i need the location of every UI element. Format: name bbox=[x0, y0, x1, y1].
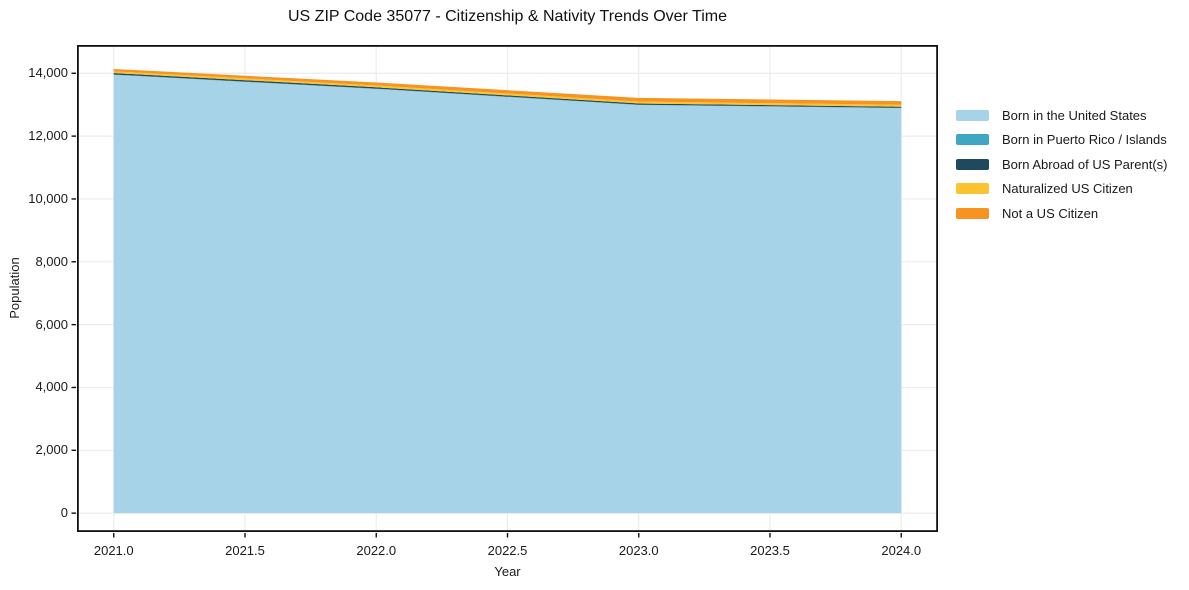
x-tick-label: 2021.5 bbox=[225, 543, 265, 558]
legend-swatch-icon bbox=[956, 134, 989, 146]
chart-title: US ZIP Code 35077 - Citizenship & Nativi… bbox=[288, 8, 727, 25]
x-tick-label: 2021.0 bbox=[93, 543, 134, 558]
x-tick-label: 2022.0 bbox=[356, 543, 397, 558]
y-tick-label: 6,000 bbox=[35, 316, 68, 332]
legend-swatch-icon bbox=[956, 183, 989, 195]
legend-item: Born in Puerto Rico / Islands bbox=[956, 128, 1167, 153]
y-tick-label: 0 bbox=[60, 505, 68, 521]
x-tick-label: 2024.0 bbox=[881, 543, 922, 558]
legend-swatch-icon bbox=[956, 109, 989, 121]
legend: Born in the United States Born in Puerto … bbox=[956, 103, 1167, 226]
stacked-area-canvas bbox=[71, 44, 939, 538]
legend-item: Born Abroad of US Parent(s) bbox=[956, 152, 1167, 177]
x-tick-label: 2023.5 bbox=[750, 543, 790, 558]
y-tick-label: 14,000 bbox=[28, 65, 68, 81]
plot-border bbox=[76, 44, 939, 533]
area-series-0 bbox=[113, 74, 902, 514]
area-series-4 bbox=[113, 68, 902, 105]
y-tick-label: 4,000 bbox=[35, 379, 68, 395]
plot-area bbox=[71, 44, 939, 538]
x-tick-label: 2022.5 bbox=[487, 543, 528, 558]
legend-label: Born in the United States bbox=[1002, 107, 1147, 123]
y-tick-label: 12,000 bbox=[28, 128, 68, 144]
y-tick-label: 2,000 bbox=[35, 442, 68, 458]
legend-label: Naturalized US Citizen bbox=[1002, 181, 1133, 197]
y-tick-label: 10,000 bbox=[28, 190, 68, 206]
legend-item: Not a US Citizen bbox=[956, 201, 1167, 226]
legend-swatch-icon bbox=[956, 207, 989, 219]
legend-label: Born Abroad of US Parent(s) bbox=[1002, 156, 1168, 172]
y-tick-label: 8,000 bbox=[35, 253, 68, 269]
legend-item: Naturalized US Citizen bbox=[956, 177, 1167, 202]
legend-label: Not a US Citizen bbox=[1002, 205, 1099, 221]
legend-label: Born in Puerto Rico / Islands bbox=[1002, 132, 1167, 148]
legend-item: Born in the United States bbox=[956, 103, 1167, 128]
y-axis-title: Population bbox=[7, 257, 22, 319]
x-axis-title: Year bbox=[494, 564, 521, 579]
legend-swatch-icon bbox=[956, 158, 989, 170]
x-tick-label: 2023.0 bbox=[618, 543, 659, 558]
